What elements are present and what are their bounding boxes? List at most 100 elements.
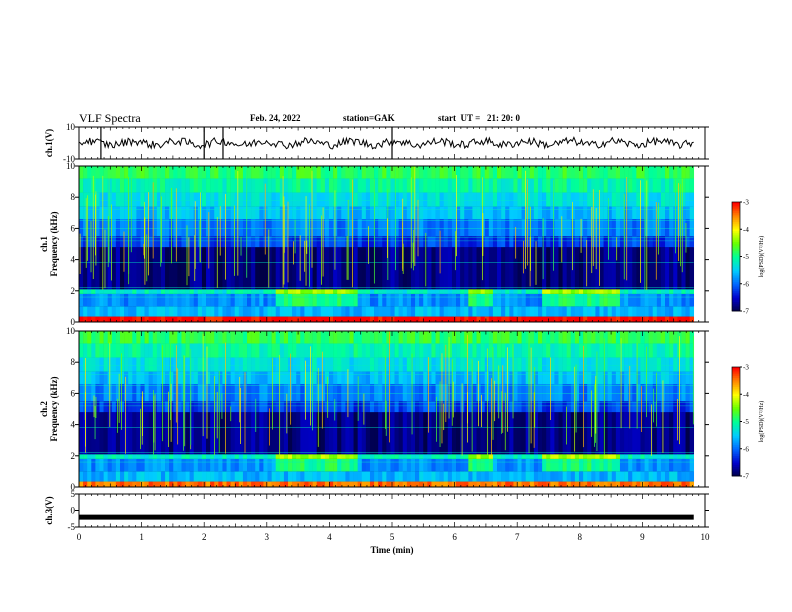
- ch2-spectrogram-colorbar-cell: [732, 397, 740, 401]
- x-tick-label: 3: [265, 532, 270, 542]
- ch2-spectrogram-colorbar-cell: [732, 399, 740, 402]
- ch2-spectrogram-colorbar-cell: [732, 428, 740, 431]
- ch2-spectrogram-colorbar-cell: [732, 446, 740, 450]
- ch1-spectrogram-colorbar-cell: [732, 209, 740, 212]
- x-tick-label: 4: [327, 532, 332, 542]
- ch2-spectrogram-colorbar-cell: [732, 432, 740, 435]
- x-tick-label: 2: [202, 532, 207, 542]
- ch2-spectrogram-ytick-label: 4: [71, 420, 76, 430]
- ch2-spectrogram-colorbar-cell: [732, 463, 740, 466]
- ch2-spectrogram-ylabel: Frequency (kHz): [49, 376, 59, 441]
- ch1-spectrogram-colorbar-cell: [732, 263, 740, 266]
- ch1-spectrogram-colorbar-cell: [732, 298, 740, 301]
- ch1-spectrogram-colorbar-cell: [732, 252, 740, 256]
- ch1-spectrogram-colorbar-cell: [732, 303, 740, 306]
- ch1-spectrogram-colorbar-cell: [732, 291, 740, 294]
- ch2-spectrogram-colorbar-tick-label: -3: [743, 364, 749, 372]
- ch1-spectrogram-ytick-label: 8: [71, 192, 76, 202]
- ch1-spectrogram-colorbar-cell: [732, 247, 740, 250]
- ch1-spectrogram-nodata: [693, 166, 705, 322]
- ch1-spectrogram-colorbar-cell: [732, 236, 740, 239]
- ch1-spectrogram-colorbar-cell: [732, 243, 740, 246]
- ch2-spectrogram-colorbar-tick-label: -6: [743, 445, 749, 453]
- ch1-spectrogram-colorbar-cell: [732, 283, 740, 286]
- ch1-spectrogram-colorbar-tick-label: -4: [743, 226, 749, 234]
- ch2-spectrogram-colorbar-cell: [732, 385, 740, 388]
- ch1-spectrogram-colorbar-cell: [732, 232, 740, 236]
- ch1-spectrogram-colorbar-cell: [732, 280, 740, 283]
- ch1-spectrogram-colorbar-cell: [732, 278, 740, 281]
- ch2-spectrogram-colorbar-cell: [732, 392, 740, 395]
- ch1-spectrogram-colorbar-cell: [732, 285, 740, 288]
- ch1-spectrogram-colorbar-cell: [732, 216, 740, 219]
- ch2-spectrogram-colorbar-tick-label: -4: [743, 391, 749, 399]
- ch1-spectrogram-colorbar-cell: [732, 203, 740, 207]
- ch2-spectrogram-colorbar-cell: [732, 406, 740, 410]
- plot-title: VLF Spectra: [79, 111, 141, 125]
- x-tick-label: 7: [515, 532, 520, 542]
- ch2-spectrogram-colorbar-cell: [732, 425, 740, 428]
- ch1-spectrogram-ylabel: Frequency (kHz): [49, 211, 59, 276]
- ch1-spectrogram-ytick-label: 2: [71, 286, 76, 296]
- ch1-spectrogram-colorbar-cell: [732, 214, 740, 217]
- ch2-spectrogram-colorbar-cell: [732, 434, 740, 437]
- ch1-spectrogram-colorbar-cell: [732, 207, 740, 210]
- ch2-spectrogram-colorbar-cell: [732, 465, 740, 468]
- ch2-spectrogram-colorbar-cell: [732, 370, 740, 373]
- ch1-spectrogram-colorbar-cell: [732, 269, 740, 272]
- ch1-spectrogram-colorbar-cell: [732, 225, 740, 228]
- x-tick-label: 0: [77, 532, 82, 542]
- ch2-spectrogram-colorbar-cell: [732, 372, 740, 375]
- ch2-spectrogram-colorbar-cell: [732, 394, 740, 397]
- ch3-waveform-ytick-label: -5: [68, 522, 76, 532]
- ch2-spectrogram-colorbar-cell: [732, 377, 740, 381]
- ch1-spectrogram-colorbar-cell: [732, 212, 740, 216]
- ch1-spectrogram-colorbar-cell: [732, 211, 740, 214]
- ch1-spectrogram-colorbar-cell: [732, 271, 740, 274]
- ch1-spectrogram-colorbar-cell: [732, 272, 740, 276]
- x-axis-title: Time (min): [370, 545, 413, 555]
- ch2-spectrogram-colorbar-cell: [732, 456, 740, 459]
- ch3-waveform-ytick-label: 5: [71, 489, 76, 499]
- ch2-spectrogram-colorbar-cell: [732, 421, 740, 424]
- x-tick-label: 10: [701, 532, 711, 542]
- ch2-spectrogram-ytick-label: 6: [71, 388, 76, 398]
- ch2-spectrogram-colorbar-cell: [732, 417, 740, 421]
- ch2-spectrogram-colorbar-cell: [732, 468, 740, 471]
- ch2-spectrogram-colorbar-cell: [732, 379, 740, 382]
- ch2-spectrogram-ytick-label: 0: [71, 482, 76, 492]
- ch1-spectrogram-colorbar-cell: [732, 276, 740, 279]
- ch1-spectrogram-ytick-label: 10: [66, 161, 76, 171]
- ch1-spectrogram-colorbar-cell: [732, 256, 740, 259]
- ch1-spectrogram-image: [79, 166, 695, 322]
- ch1-spectrogram-colorbar-tick-label: -3: [743, 199, 749, 207]
- ch2-spectrogram-ytick-label: 2: [71, 451, 76, 461]
- ch2-spectrogram-colorbar-cell: [732, 374, 740, 377]
- ch1-spectrogram-colorbar-cell: [732, 245, 740, 248]
- ch1-spectrogram-colorbar-cell: [732, 274, 740, 277]
- ch2-spectrogram-colorbar-tick-label: -7: [743, 473, 749, 481]
- ch2-spectrogram-colorbar-cell: [732, 405, 740, 408]
- ch1-spectrogram-colorbar-cell: [732, 296, 740, 299]
- date-label: Feb. 24, 2022: [250, 113, 301, 123]
- ch1-spectrogram-colorbar-cell: [732, 287, 740, 290]
- ch2-spectrogram-colorbar-cell: [732, 470, 740, 473]
- ch2-spectrogram-colorbar-cell: [732, 414, 740, 417]
- ch2-spectrogram-colorbar-cell: [732, 403, 740, 406]
- ch2-spectrogram-colorbar-tick-label: -5: [743, 418, 749, 426]
- ch1-spectrogram-colorbar-cell: [732, 307, 740, 310]
- ch1-spectrogram-ytick-label: 6: [71, 223, 76, 233]
- ch2-spectrogram-colorbar-cell: [732, 436, 740, 439]
- start-time-label: start UT = 21: 20: 0: [438, 113, 520, 123]
- ch1-spectrogram-colorbar-cell: [732, 251, 740, 254]
- ch1-spectrogram-colorbar-cell: [732, 301, 740, 305]
- ch1-spectrogram-colorbar-cell: [732, 309, 740, 312]
- ch1-spectrogram-colorbar-cell: [732, 261, 740, 265]
- ch2-spectrogram-colorbar-cell: [732, 452, 740, 455]
- ch2-spectrogram-colorbar-cell: [732, 441, 740, 444]
- ch2-spectrogram-colorbar-cell: [732, 419, 740, 422]
- ch2-spectrogram-colorbar-cell: [732, 388, 740, 392]
- ch1-spectrogram-colorbar-cell: [732, 258, 740, 261]
- ch1-waveform-ytick-label: -10: [63, 154, 75, 164]
- ch2-spectrogram-colorbar-cell: [732, 396, 740, 399]
